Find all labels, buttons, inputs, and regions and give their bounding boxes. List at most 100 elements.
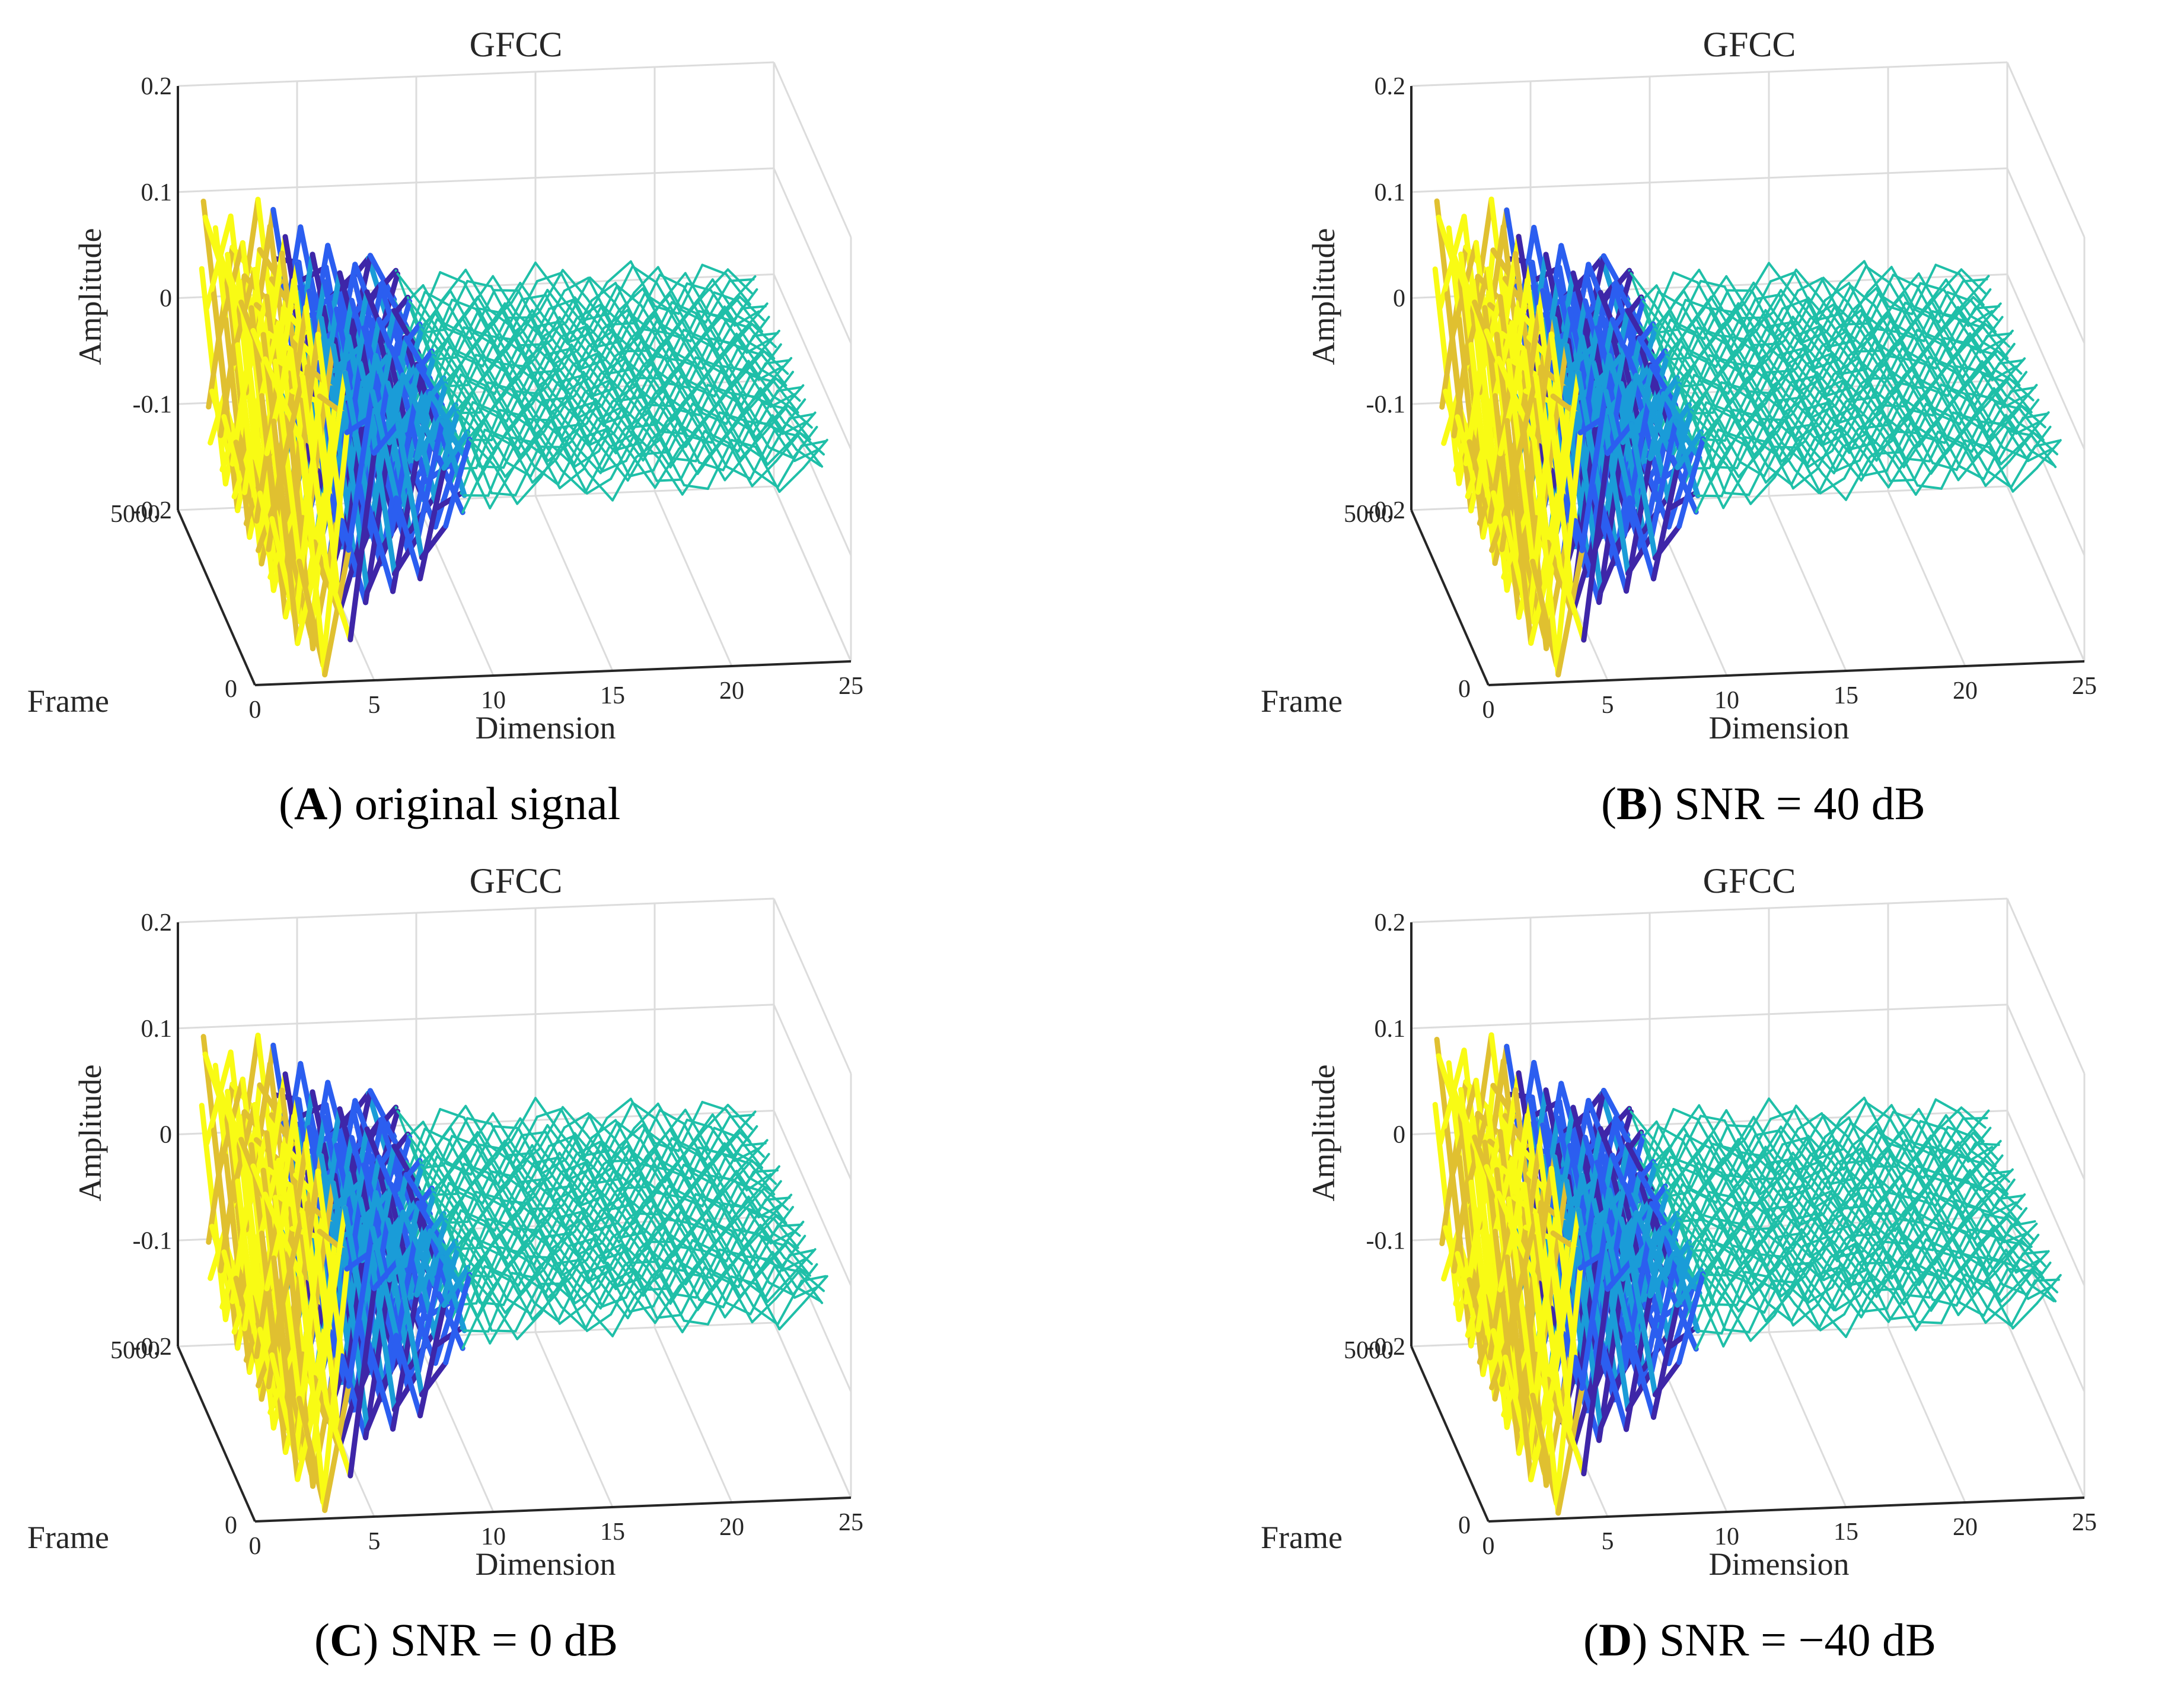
surface-segment xyxy=(1820,1308,1847,1338)
surface-segment xyxy=(347,1285,377,1479)
surface-segment xyxy=(1576,370,1605,511)
grid-line xyxy=(2006,1110,2086,1287)
surface-segment xyxy=(1555,547,1585,678)
surface-segment xyxy=(1882,1247,1909,1275)
surface-segment xyxy=(1581,1286,1611,1477)
surface-segment xyxy=(1729,410,1755,457)
surface-segment xyxy=(676,421,703,440)
surface-segment xyxy=(1878,1131,1905,1157)
surface-segment xyxy=(1799,1232,1825,1282)
z-tick-label: 0.2 xyxy=(141,73,173,100)
chart-c: 0 5 10 15 20 25050000.20.10-0.1-0.2GFCCDimens… xyxy=(27,861,863,1582)
surface-segment xyxy=(519,1117,546,1154)
surface-segment xyxy=(703,1266,730,1280)
surface-segment xyxy=(468,1273,495,1303)
caption-c: (C) SNR = 0 dB xyxy=(314,1614,618,1666)
surface-segment xyxy=(320,1266,350,1505)
surface-segment xyxy=(2029,448,2055,467)
surface-segment xyxy=(1871,1226,1898,1247)
surface-segment xyxy=(1652,523,1682,561)
y-tick-label: 0 xyxy=(225,676,237,703)
surface-segment xyxy=(1675,429,1704,470)
surface-segment xyxy=(434,365,461,396)
surface-segment xyxy=(1678,383,1704,413)
surface-segment xyxy=(1832,428,1859,475)
surface-segment xyxy=(1851,286,1878,312)
grid-line xyxy=(2006,898,2086,1074)
surface-segment xyxy=(391,533,422,577)
surface-segment xyxy=(725,273,751,306)
surface-segment xyxy=(679,335,706,379)
surface-segment xyxy=(700,437,726,482)
surface-segment xyxy=(1795,446,1822,495)
surface-segment xyxy=(1845,456,1871,501)
surface-segment xyxy=(1708,1146,1735,1189)
surface-segment xyxy=(1653,304,1680,343)
surface-segment xyxy=(1560,493,1590,578)
surface-segment xyxy=(1761,356,1788,396)
surface-segment xyxy=(633,1102,659,1130)
x-axis-label: Dimension xyxy=(476,710,616,746)
surface-segment xyxy=(510,262,537,304)
surface-segment xyxy=(1904,355,1931,408)
surface-segment xyxy=(1916,1221,1943,1272)
surface-segment xyxy=(1987,1168,2014,1195)
surface-segment xyxy=(415,271,442,331)
surface-segment xyxy=(722,1255,748,1308)
surface-segment xyxy=(1793,325,1820,337)
surface-segment xyxy=(1762,370,1790,374)
surface-segment xyxy=(1907,310,1934,361)
surface-segment xyxy=(1802,347,1828,397)
surface-segment xyxy=(1877,451,1904,455)
surface-segment xyxy=(2006,429,2033,437)
surface-segment xyxy=(1895,282,1922,333)
surface-segment xyxy=(1644,1241,1673,1349)
surface-segment xyxy=(761,1237,787,1247)
surface-segment xyxy=(1693,428,1720,495)
surface-segment xyxy=(1952,1249,1978,1259)
surface-segment xyxy=(1773,438,1800,479)
surface-segment xyxy=(581,374,607,424)
surface-segment xyxy=(558,1130,585,1161)
surface xyxy=(1432,1032,2062,1516)
surface-segment xyxy=(434,1200,461,1233)
surface-segment xyxy=(420,1165,447,1196)
surface-segment xyxy=(346,389,375,553)
surface-segment xyxy=(1717,1266,1743,1278)
surface-segment xyxy=(672,434,699,475)
surface-segment xyxy=(735,387,762,425)
surface-segment xyxy=(2023,411,2050,442)
surface-segment xyxy=(2027,447,2054,462)
surface-segment xyxy=(592,401,619,451)
surface-segment xyxy=(468,438,495,466)
surface-segment xyxy=(601,304,627,330)
surface-segment xyxy=(581,1211,607,1260)
surface-segment xyxy=(1969,387,1995,425)
surface-segment xyxy=(298,438,328,678)
surface-segment xyxy=(1681,1183,1708,1198)
x-tick-label: 0 xyxy=(1482,1533,1495,1560)
surface-segment xyxy=(1820,400,1847,447)
surface-segment xyxy=(1950,402,1977,445)
chart-title: GFCC xyxy=(1703,861,1796,900)
surface-segment xyxy=(1826,402,1853,451)
x-tick-label: 0 xyxy=(249,1533,262,1560)
surface-segment xyxy=(560,1107,586,1157)
surface-segment xyxy=(1713,1275,1740,1313)
y-axis-label: Frame xyxy=(1261,1520,1343,1555)
surface-segment xyxy=(718,1202,745,1249)
surface-segment xyxy=(679,1266,706,1317)
surface-segment xyxy=(1793,1161,1820,1173)
surface-segment xyxy=(492,1300,519,1340)
surface-segment xyxy=(550,1132,576,1178)
surface-segment xyxy=(1630,272,1656,307)
surface-segment xyxy=(1844,384,1871,403)
y-tick-label: 0 xyxy=(1458,1512,1471,1539)
surface-segment xyxy=(435,1155,462,1171)
grid-line xyxy=(773,62,852,238)
surface-segment xyxy=(1732,1244,1759,1255)
surface-segment xyxy=(444,383,471,413)
surface-segment xyxy=(1742,1260,1769,1305)
surface-segment xyxy=(1530,1392,1560,1507)
surface-segment xyxy=(1845,1290,1871,1338)
